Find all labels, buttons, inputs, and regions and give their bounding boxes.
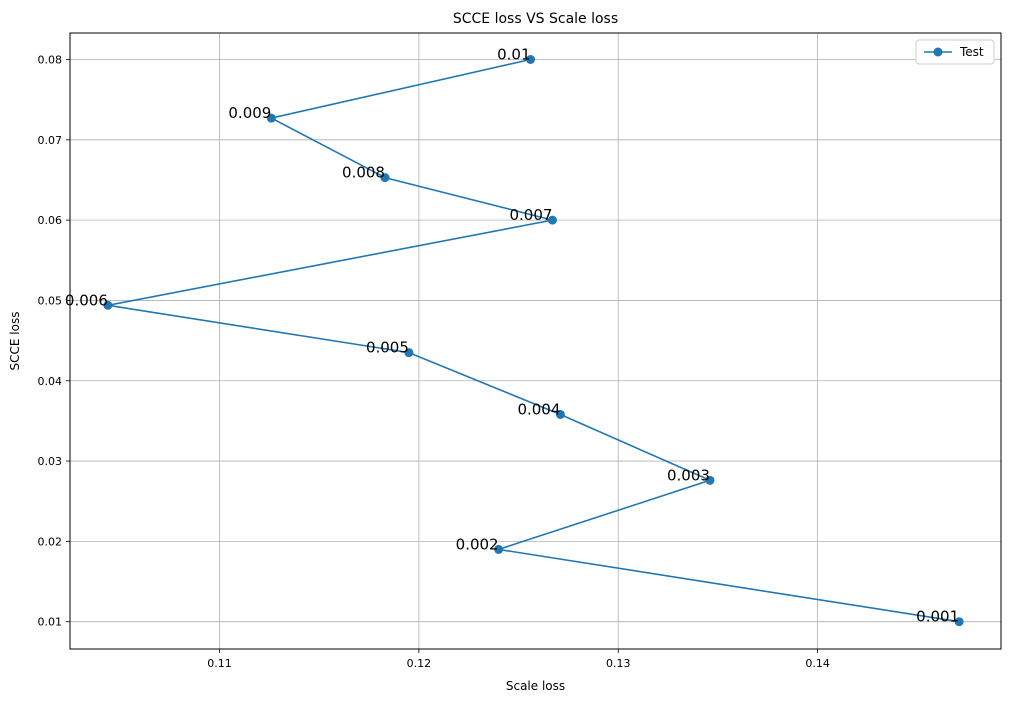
grid (70, 33, 1001, 649)
data-label: 0.001 (916, 608, 959, 626)
data-label: 0.009 (228, 104, 271, 122)
legend-entry-label: Test (959, 45, 984, 59)
y-tick-label: 0.08 (38, 54, 63, 67)
point-labels: 0.001 0.002 0.003 0.004 0.005 0.006 0.007 0.008… (65, 46, 959, 626)
legend: Test (915, 39, 995, 65)
data-label: 0.003 (667, 466, 710, 484)
y-tick-label: 0.04 (38, 375, 63, 388)
data-point (494, 544, 504, 554)
data-point (526, 55, 536, 65)
data-label: 0.002 (456, 535, 499, 553)
x-tick-label: 0.12 (407, 657, 432, 670)
data-label: 0.006 (65, 291, 108, 309)
data-point (380, 173, 390, 183)
y-tick-label: 0.01 (38, 616, 63, 629)
y-axis-ticks: 0.01 0.02 0.03 0.04 0.05 0.06 0.07 0.08 (38, 54, 70, 629)
data-point (705, 475, 715, 485)
y-tick-label: 0.06 (38, 214, 63, 227)
data-point (555, 409, 565, 419)
data-point (547, 215, 557, 225)
series-line (107, 58, 960, 623)
series-lines (107, 58, 960, 623)
data-point (266, 113, 276, 123)
y-tick-label: 0.03 (38, 455, 63, 468)
legend-marker-swatch (933, 47, 943, 57)
data-label: 0.008 (342, 164, 385, 182)
y-tick-label: 0.05 (38, 294, 63, 307)
x-tick-label: 0.13 (606, 657, 631, 670)
y-tick-label: 0.02 (38, 535, 63, 548)
legend-box (915, 39, 995, 65)
data-label: 0.004 (517, 400, 560, 418)
data-label: 0.005 (366, 339, 409, 357)
plot-frame (69, 32, 1002, 650)
x-tick-label: 0.11 (207, 657, 232, 670)
y-tick-label: 0.07 (38, 134, 63, 147)
series-markers (103, 55, 964, 627)
chart-title: SCCE loss VS Scale loss (453, 11, 618, 27)
x-axis-label: Scale loss (506, 679, 565, 693)
data-label: 0.007 (509, 206, 552, 224)
y-axis-label: SCCE loss (8, 312, 22, 371)
data-point (954, 617, 964, 627)
x-tick-label: 0.14 (805, 657, 830, 670)
x-axis-ticks: 0.11 0.12 0.13 0.14 (207, 649, 830, 670)
data-point (404, 348, 414, 358)
data-label: 0.01 (497, 46, 530, 64)
data-point (103, 300, 113, 310)
